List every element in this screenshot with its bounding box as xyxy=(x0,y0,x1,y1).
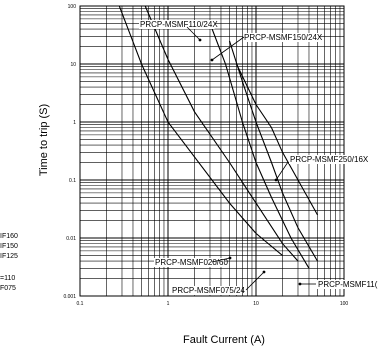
annotation-label: PRCP-MSMF110/24X xyxy=(140,20,218,29)
series-line-5 xyxy=(236,63,318,216)
y-tick-label: 0.001 xyxy=(63,294,76,300)
chart-grid xyxy=(79,5,345,297)
annotation-leader xyxy=(211,36,245,61)
y-tick-label: 100 xyxy=(68,4,77,10)
series-layer xyxy=(118,5,318,269)
series-line-1 xyxy=(118,5,283,256)
y-tick-label: 1 xyxy=(73,120,76,126)
plot-frame xyxy=(79,5,345,297)
annotation-label: PRCP-MSMF075/24 xyxy=(172,286,245,295)
annotation-arrowhead xyxy=(198,38,202,42)
x-tick-label: 0.1 xyxy=(77,301,84,307)
annotation-label: PRCP-MSMF250/16X xyxy=(290,155,369,164)
x-axis-title: Fault Current (A) xyxy=(183,334,265,346)
annotation-leader xyxy=(275,161,289,181)
annotation-arrowhead xyxy=(228,256,232,260)
annotation-background xyxy=(243,33,319,42)
annotation-label: PRCP-MSMF020/60 xyxy=(155,258,228,267)
annotation-arrowhead xyxy=(298,282,302,286)
annotation-leader xyxy=(211,257,231,263)
annotation-arrowhead xyxy=(210,58,214,62)
annotation-background xyxy=(154,258,225,267)
annotation-label: PRCP-MSMF150/24X xyxy=(244,33,323,42)
x-tick-label: 1 xyxy=(167,301,170,307)
annotation-arrowhead xyxy=(262,270,266,274)
x-tick-label: 10 xyxy=(253,301,259,307)
cut-off-legend-label: =110 xyxy=(0,275,15,282)
cut-off-legend-label: IF150 xyxy=(0,243,18,250)
y-tick-label: 0.01 xyxy=(66,236,76,242)
series-line-3 xyxy=(209,23,310,269)
series-line-4 xyxy=(228,40,318,262)
annotation-label: PRCP-MSMF11( xyxy=(318,280,378,289)
x-tick-label: 100 xyxy=(340,301,349,307)
left-fragments: IF160 IF150 IF125 =110 F075 xyxy=(0,233,18,292)
y-tick-label: 10 xyxy=(70,62,76,68)
tick-labels: 0.1 1 10 100 100 10 1 0.1 0.01 0.001 xyxy=(63,4,348,307)
annotation-background xyxy=(139,20,215,29)
annotation-leader xyxy=(245,271,265,291)
y-axis-title: Time to trip (S) xyxy=(38,104,50,176)
y-tick-label: 0.1 xyxy=(69,178,76,184)
annotation-background xyxy=(289,155,365,164)
annotation-background xyxy=(317,280,375,289)
annotation-background xyxy=(171,286,242,295)
annotation-arrowhead xyxy=(274,178,278,182)
annotation-leader xyxy=(186,26,201,41)
annotations: PRCP-MSMF110/24X PRCP-MSMF150/24X PRCP-MSM… xyxy=(139,20,378,295)
cut-off-legend-label: IF125 xyxy=(0,253,18,260)
cut-off-legend-label: F075 xyxy=(0,285,16,292)
series-line-2 xyxy=(144,5,299,262)
cut-off-legend-label: IF160 xyxy=(0,233,18,240)
